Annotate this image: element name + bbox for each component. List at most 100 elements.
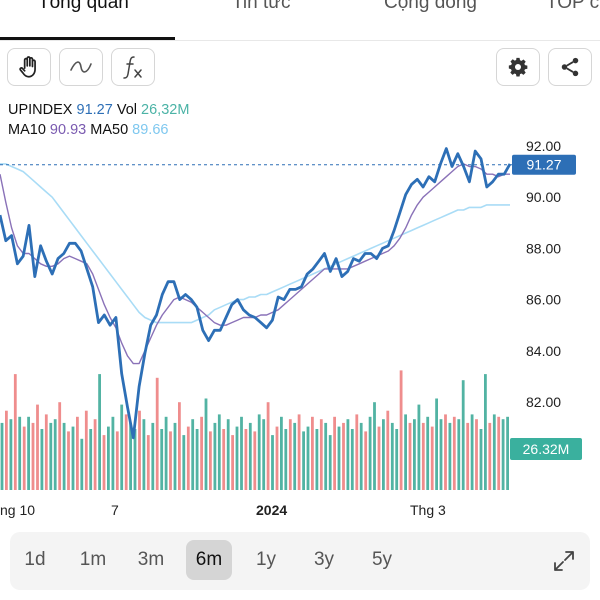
x-tick-label: 7 [111,502,119,518]
volume-bar [0,422,4,490]
volume-bar [475,419,478,490]
volume-bar [138,410,141,490]
volume-bar [275,426,279,490]
volume-bar [373,402,376,490]
volume-bar [213,422,217,490]
volume-bar [328,435,332,490]
y-axis-ticks: 92.00 90.00 88.00 86.00 84.00 82.00 [526,138,561,410]
volume-bar [417,404,421,490]
volume-bar [248,422,252,490]
volume-bar [120,404,124,490]
volume-bar [49,422,53,490]
x-axis-ticks: ng 10 7 2024 Thg 3 [0,502,446,518]
volume-bar [448,422,452,490]
volume-bar [466,422,470,490]
volume-bar [324,422,328,490]
gear-icon [508,57,528,77]
volume-bar [115,431,119,490]
volume-bar [395,429,399,490]
tab-overview[interactable]: Tổng quan [38,0,129,13]
volume-bar [71,426,75,490]
volume-bar [492,414,496,490]
volume-bar [169,431,172,490]
ma50-line [0,163,510,324]
expand-button[interactable] [548,545,580,577]
volume-bar [173,422,177,490]
range-button-6m[interactable]: 6m [186,540,232,580]
volume-bar [222,429,226,490]
legend-symbol: UPINDEX [8,102,73,118]
volume-bar [266,402,270,490]
volume-bar [257,414,261,490]
volume-bar [457,419,461,490]
volume-bar [209,431,212,490]
volume-bar [244,429,248,490]
tab-community[interactable]: Cộng đồng [384,0,477,13]
share-button[interactable] [548,48,592,86]
volume-bar [18,416,22,490]
volume-bar [89,429,93,490]
range-button-1d[interactable]: 1d [24,549,46,570]
volume-bar [408,422,412,490]
volume-bar [364,431,368,490]
price-line [0,147,512,440]
legend-ma10-value: 90.93 [49,122,87,138]
volume-bar [182,435,186,490]
volume-bar [382,419,385,490]
range-button-1y[interactable]: 1y [255,549,277,570]
y-tick-label: 92.00 [526,138,561,154]
x-tick-label: ng 10 [0,502,35,518]
volume-bar [13,374,17,490]
price-tag-label: 91.27 [526,157,561,173]
volume-bar [80,438,84,490]
volume-bar [67,431,70,490]
volume-bar [164,416,168,490]
volume-bar [31,422,35,490]
volume-bar [151,422,155,490]
price-chart[interactable]: 92.00 90.00 88.00 86.00 84.00 82.00 ng 10 7 202… [0,0,600,530]
expand-icon [554,551,574,571]
volume-tag-label: 26.32M [523,441,570,457]
volume-bar [359,422,363,490]
volume-bar [306,426,310,490]
legend-vol-label: Vol [116,102,137,118]
settings-button[interactable] [496,48,540,86]
volume-bar [226,419,230,490]
volume-bar [319,419,323,490]
volume-bar [200,416,203,490]
top-tabs: Tổng quan Tin tức Cộng đồng TOP c [0,0,600,40]
volume-bar [404,414,407,490]
volume-bar [337,426,341,490]
indicator-button[interactable] [111,48,155,86]
range-button-3y[interactable]: 3y [313,549,335,570]
y-tick-label: 82.00 [526,394,561,410]
volume-bar [284,429,288,490]
ma10-line [0,163,510,365]
volume-bar [155,377,159,490]
range-button-5y[interactable]: 5y [371,549,393,570]
tab-news[interactable]: Tin tức [232,0,291,13]
volume-bar [302,431,305,490]
draw-hand-button[interactable] [7,48,51,86]
volume-bar [102,435,106,490]
volume-bar [191,419,195,490]
hand-icon [19,56,36,78]
volume-bar [506,416,509,490]
volume-bar [280,416,283,490]
volume-bar [484,374,487,490]
range-button-1m[interactable]: 1m [79,549,107,570]
volume-bar [253,431,257,490]
y-tick-label: 90.00 [526,189,561,205]
volume-bar [186,426,190,490]
legend-price: 91.27 [76,102,113,118]
tab-top[interactable]: TOP c [546,0,600,13]
volume-bar [350,429,354,490]
volume-bar [461,380,465,490]
volume-bar [76,416,79,490]
legend-ma50-value: 89.66 [132,122,169,138]
volume-bar [386,410,390,490]
volume-tag-background [510,438,582,460]
range-button-3m[interactable]: 3m [137,549,165,570]
volume-bar [470,414,474,490]
line-style-button[interactable] [59,48,103,86]
